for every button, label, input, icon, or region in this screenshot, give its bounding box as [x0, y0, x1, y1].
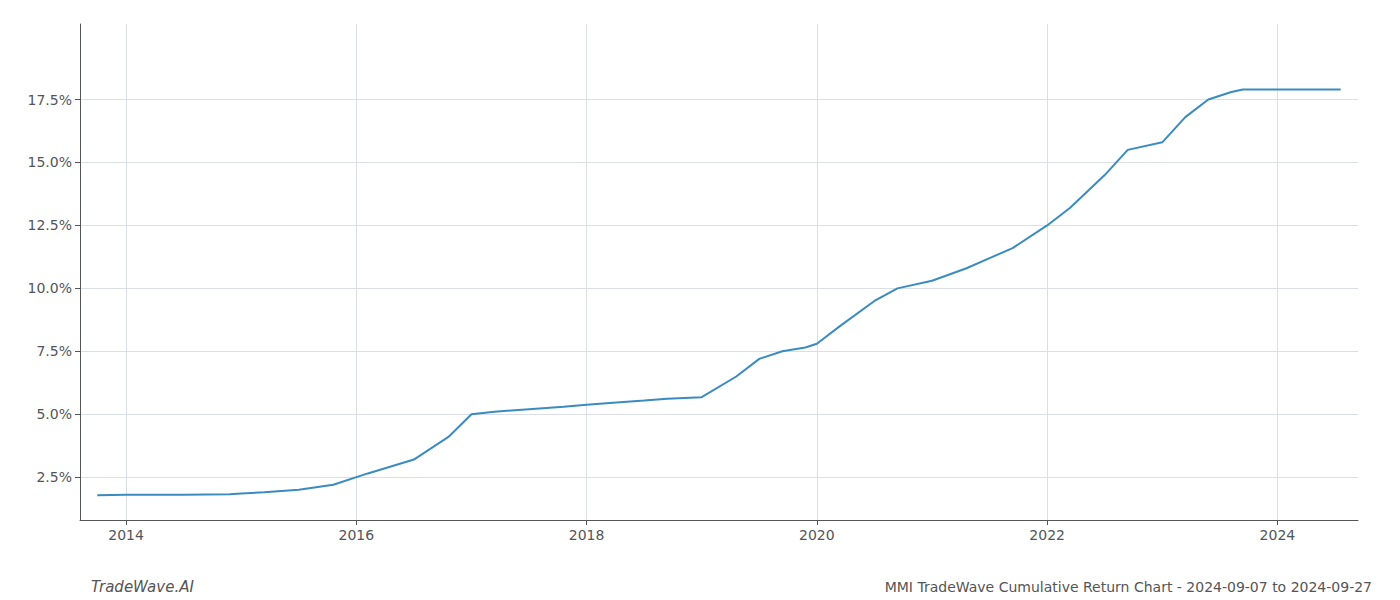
svg-text:17.5%: 17.5%	[28, 92, 72, 108]
svg-text:2018: 2018	[569, 527, 605, 543]
svg-text:5.0%: 5.0%	[36, 406, 72, 422]
svg-text:MMI TradeWave Cumulative Retur: MMI TradeWave Cumulative Return Chart - …	[885, 579, 1372, 595]
svg-text:7.5%: 7.5%	[36, 343, 72, 359]
svg-text:10.0%: 10.0%	[28, 280, 72, 296]
svg-text:TradeWave.AI: TradeWave.AI	[91, 578, 194, 596]
svg-text:12.5%: 12.5%	[28, 217, 72, 233]
svg-text:2020: 2020	[799, 527, 835, 543]
svg-text:2022: 2022	[1029, 527, 1065, 543]
svg-text:2024: 2024	[1260, 527, 1296, 543]
svg-text:15.0%: 15.0%	[28, 154, 72, 170]
svg-text:2.5%: 2.5%	[36, 469, 72, 485]
svg-text:2014: 2014	[108, 527, 144, 543]
svg-text:2016: 2016	[339, 527, 375, 543]
